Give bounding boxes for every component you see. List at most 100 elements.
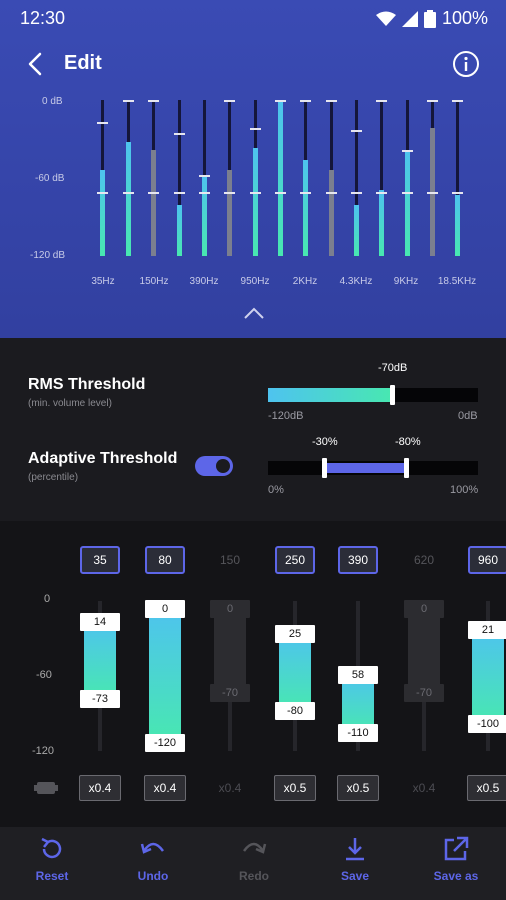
mini-tick bbox=[326, 100, 337, 102]
reset-label: Reset bbox=[35, 869, 69, 883]
mini-tick bbox=[275, 192, 286, 194]
band-bottom-handle[interactable]: -80 bbox=[275, 702, 315, 720]
band-bottom-handle[interactable]: -120 bbox=[145, 734, 185, 752]
info-icon[interactable] bbox=[452, 50, 480, 78]
band-frequency-button[interactable]: 390 bbox=[338, 546, 378, 574]
rms-title: RMS Threshold bbox=[28, 376, 146, 393]
mini-tick bbox=[300, 192, 311, 194]
mini-fill bbox=[227, 170, 232, 256]
reset-icon bbox=[41, 837, 62, 859]
mini-tick bbox=[174, 192, 185, 194]
mini-fill bbox=[354, 205, 359, 256]
band-range-bar[interactable] bbox=[84, 621, 116, 699]
freq-label: 950Hz bbox=[240, 276, 270, 287]
adaptive-toggle[interactable] bbox=[195, 456, 233, 476]
band-frequency-button[interactable]: 35 bbox=[80, 546, 120, 574]
rms-slider[interactable] bbox=[268, 385, 478, 405]
app-bar: Edit bbox=[0, 40, 506, 90]
mini-fill bbox=[100, 170, 105, 256]
adaptive-low-thumb[interactable] bbox=[322, 458, 327, 478]
mini-tick bbox=[199, 192, 210, 194]
band-top-handle[interactable]: 58 bbox=[338, 666, 378, 684]
mini-track bbox=[355, 100, 358, 256]
band-bottom-handle[interactable]: -110 bbox=[338, 724, 378, 742]
band-range-bar[interactable] bbox=[214, 608, 246, 693]
band-range-bar[interactable] bbox=[149, 608, 181, 743]
adaptive-low-label: -30% bbox=[312, 436, 338, 448]
save-button[interactable]: Save bbox=[320, 835, 390, 895]
page-title: Edit bbox=[64, 52, 102, 74]
redo-icon bbox=[242, 842, 267, 854]
band-top-handle[interactable]: 14 bbox=[80, 613, 120, 631]
bottom-nav: Reset Undo Redo Save Save as bbox=[0, 827, 506, 900]
freq-label: 2KHz bbox=[292, 276, 318, 287]
undo-icon bbox=[140, 842, 165, 854]
rms-max-label: 0dB bbox=[458, 410, 478, 422]
chevron-up-icon[interactable] bbox=[243, 306, 265, 320]
undo-button[interactable]: Undo bbox=[118, 835, 188, 895]
rms-subtitle: (min. volume level) bbox=[28, 398, 112, 409]
mini-tick bbox=[250, 128, 261, 130]
band-frequency-button[interactable]: 150 bbox=[219, 553, 241, 567]
band-gain-button[interactable]: x0.4 bbox=[144, 775, 186, 801]
rms-slider-thumb[interactable] bbox=[390, 385, 395, 405]
adaptive-high-thumb[interactable] bbox=[404, 458, 409, 478]
band-range-bar[interactable] bbox=[408, 608, 440, 693]
freq-label: 18.5KHz bbox=[437, 276, 477, 287]
adaptive-high-label: -80% bbox=[395, 436, 421, 448]
band-bottom-handle[interactable]: -73 bbox=[80, 690, 120, 708]
band-top-handle[interactable]: 0 bbox=[210, 600, 250, 618]
mini-fill bbox=[303, 160, 308, 256]
band-gain-button[interactable]: x0.5 bbox=[467, 775, 506, 801]
threshold-panel: RMS Threshold (min. volume level) -70dB … bbox=[0, 338, 506, 521]
mini-tick bbox=[148, 192, 159, 194]
mini-tick bbox=[402, 192, 413, 194]
band-gain-button[interactable]: x0.5 bbox=[337, 775, 379, 801]
band-bottom-handle[interactable]: -100 bbox=[468, 715, 506, 733]
mini-tick bbox=[275, 100, 286, 102]
mini-fill bbox=[126, 142, 131, 256]
band-gain-button[interactable]: x0.4 bbox=[218, 781, 242, 795]
reset-button[interactable]: Reset bbox=[17, 835, 87, 895]
mini-fill bbox=[278, 100, 283, 256]
band-gain-button[interactable]: x0.4 bbox=[79, 775, 121, 801]
band-top-handle[interactable]: 25 bbox=[275, 625, 315, 643]
y-label-60: -60 dB bbox=[35, 173, 65, 184]
mini-tick bbox=[250, 192, 261, 194]
signal-icon bbox=[401, 10, 418, 27]
rms-min-label: -120dB bbox=[268, 410, 304, 422]
band-range-bar[interactable] bbox=[279, 633, 311, 711]
band-frequency-button[interactable]: 620 bbox=[413, 553, 435, 567]
band-top-handle[interactable]: 0 bbox=[145, 600, 185, 618]
mini-fill bbox=[202, 175, 207, 256]
mini-tick bbox=[402, 150, 413, 152]
mini-tick bbox=[427, 192, 438, 194]
mini-fill bbox=[455, 195, 460, 256]
back-icon[interactable] bbox=[22, 50, 50, 78]
save-icon bbox=[346, 838, 364, 861]
band-axis-0: 0 bbox=[44, 593, 51, 605]
band-top-handle[interactable]: 21 bbox=[468, 621, 506, 639]
battery-icon bbox=[423, 9, 436, 28]
band-bottom-handle[interactable]: -70 bbox=[210, 684, 250, 702]
adaptive-slider-range bbox=[324, 463, 406, 473]
band-bottom-handle[interactable]: -70 bbox=[404, 684, 444, 702]
adaptive-slider[interactable] bbox=[268, 458, 478, 478]
band-range-bar[interactable] bbox=[472, 629, 504, 724]
band-top-handle[interactable]: 0 bbox=[404, 600, 444, 618]
band-frequency-button[interactable]: 250 bbox=[275, 546, 315, 574]
mini-tick bbox=[97, 192, 108, 194]
redo-button[interactable]: Redo bbox=[219, 835, 289, 895]
export-icon bbox=[444, 836, 469, 861]
wifi-icon bbox=[375, 11, 396, 26]
save-as-label: Save as bbox=[433, 869, 479, 883]
band-frequency-button[interactable]: 960 bbox=[468, 546, 506, 574]
freq-label: 390Hz bbox=[189, 276, 219, 287]
save-as-button[interactable]: Save as bbox=[421, 835, 491, 895]
band-frequency-button[interactable]: 80 bbox=[145, 546, 185, 574]
band-gain-button[interactable]: x0.4 bbox=[412, 781, 436, 795]
band-gain-button[interactable]: x0.5 bbox=[274, 775, 316, 801]
gain-icon bbox=[34, 782, 58, 794]
mini-tick bbox=[326, 192, 337, 194]
mini-tick bbox=[97, 122, 108, 124]
